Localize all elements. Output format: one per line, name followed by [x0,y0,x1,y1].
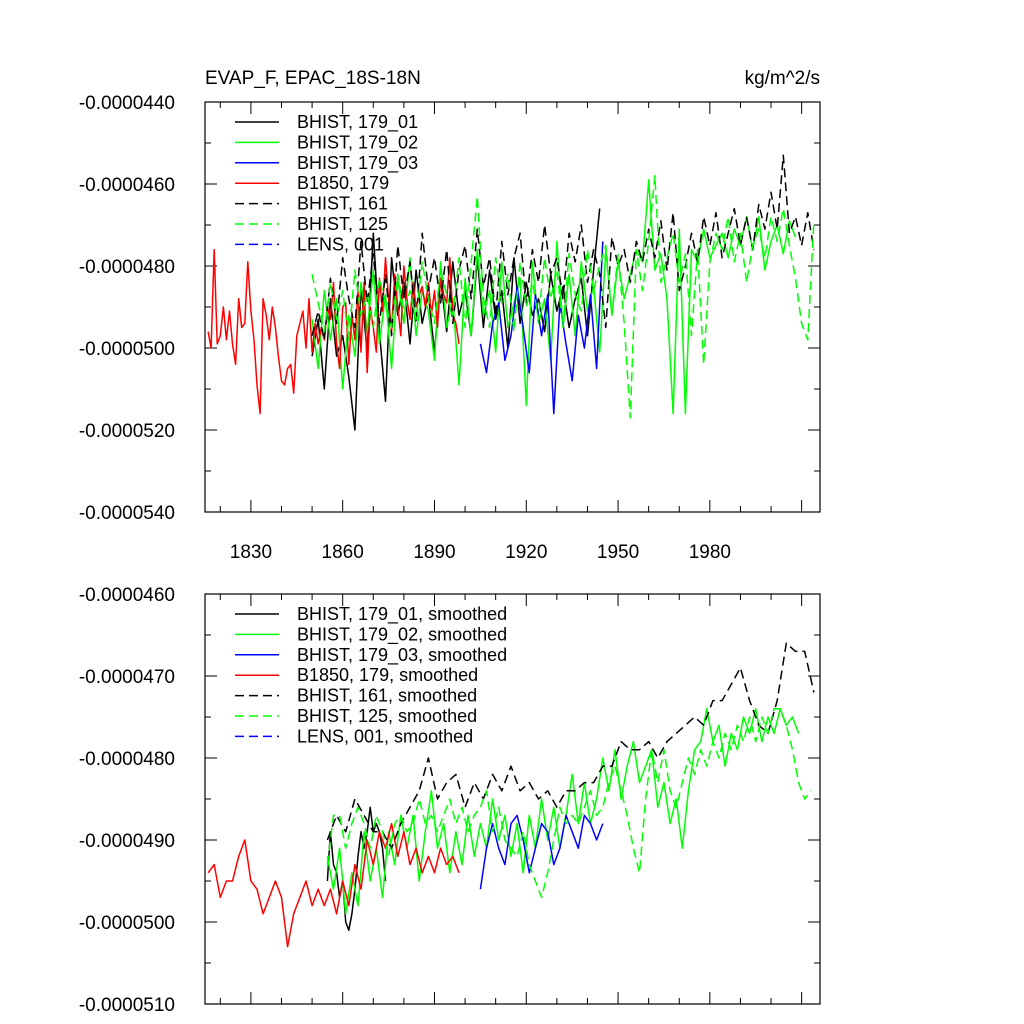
chart-title: EVAP_F, EPAC_18S-18N [205,68,421,89]
panel-top-raw: EVAP_F, EPAC_18S-18N kg/m^2/s -0.0000440… [79,68,821,563]
series-line-smoothed-4 [326,642,815,849]
y-tick-label: -0.0000470 [79,667,175,688]
y-tick-label: -0.0000490 [79,831,175,852]
x-tick-label: 1920 [505,542,547,563]
y-tick-label: -0.0000460 [79,585,175,606]
series-line-raw-5 [311,175,815,419]
y-tick-label: -0.0000480 [79,749,175,770]
x-tick-label: 1950 [597,542,639,563]
x-tick-label: 1860 [322,542,364,563]
series-line-raw-2 [479,241,604,415]
panel-bottom-smoothed: -0.0000460 -0.0000470 -0.0000480 -0.0000490… [79,585,821,1016]
y-tick-label: -0.0000440 [79,93,175,114]
legend-label: BHIST, 179_02 [297,132,418,153]
series-line-raw-4 [311,154,815,341]
x-tick-label: 1890 [413,542,455,563]
legend-label: BHIST, 161 [297,194,388,214]
legend-label: BHIST, 179_01, smoothed [297,604,507,625]
legend-label: LENS, 001 [297,234,384,254]
series-line-smoothed-2 [479,814,604,890]
legend-label: LENS, 001, smoothed [297,726,473,746]
y-tick-label: -0.0000510 [79,995,175,1016]
legend-label: BHIST, 125 [297,214,388,234]
legend-label: BHIST, 125, smoothed [297,706,477,726]
series-group [207,642,815,948]
legend-label: BHIST, 161, smoothed [297,686,477,706]
x-tick-label: 1980 [689,542,731,563]
legend-label: BHIST, 179_02, smoothed [297,624,507,645]
y-tick-label: -0.0000500 [79,913,175,934]
y-tick-label: -0.0000480 [79,257,175,278]
units-label: kg/m^2/s [745,68,820,89]
legend-label: B1850, 179 [297,173,389,193]
y-tick-label: -0.0000500 [79,339,175,360]
series-line-smoothed-3 [207,822,460,948]
series-line-smoothed-5 [326,708,812,899]
legend-label: B1850, 179, smoothed [297,665,478,685]
legend-label: BHIST, 179_01 [297,112,418,133]
legend-label: BHIST, 179_03, smoothed [297,645,507,666]
legend-label: BHIST, 179_03 [297,153,418,174]
y-tick-label: -0.0000540 [79,503,175,524]
x-tick-label: 1830 [230,542,272,563]
y-tick-label: -0.0000520 [79,421,175,442]
y-tick-label: -0.0000460 [79,175,175,196]
series-line-raw-1 [311,179,797,415]
series-group [207,154,815,431]
